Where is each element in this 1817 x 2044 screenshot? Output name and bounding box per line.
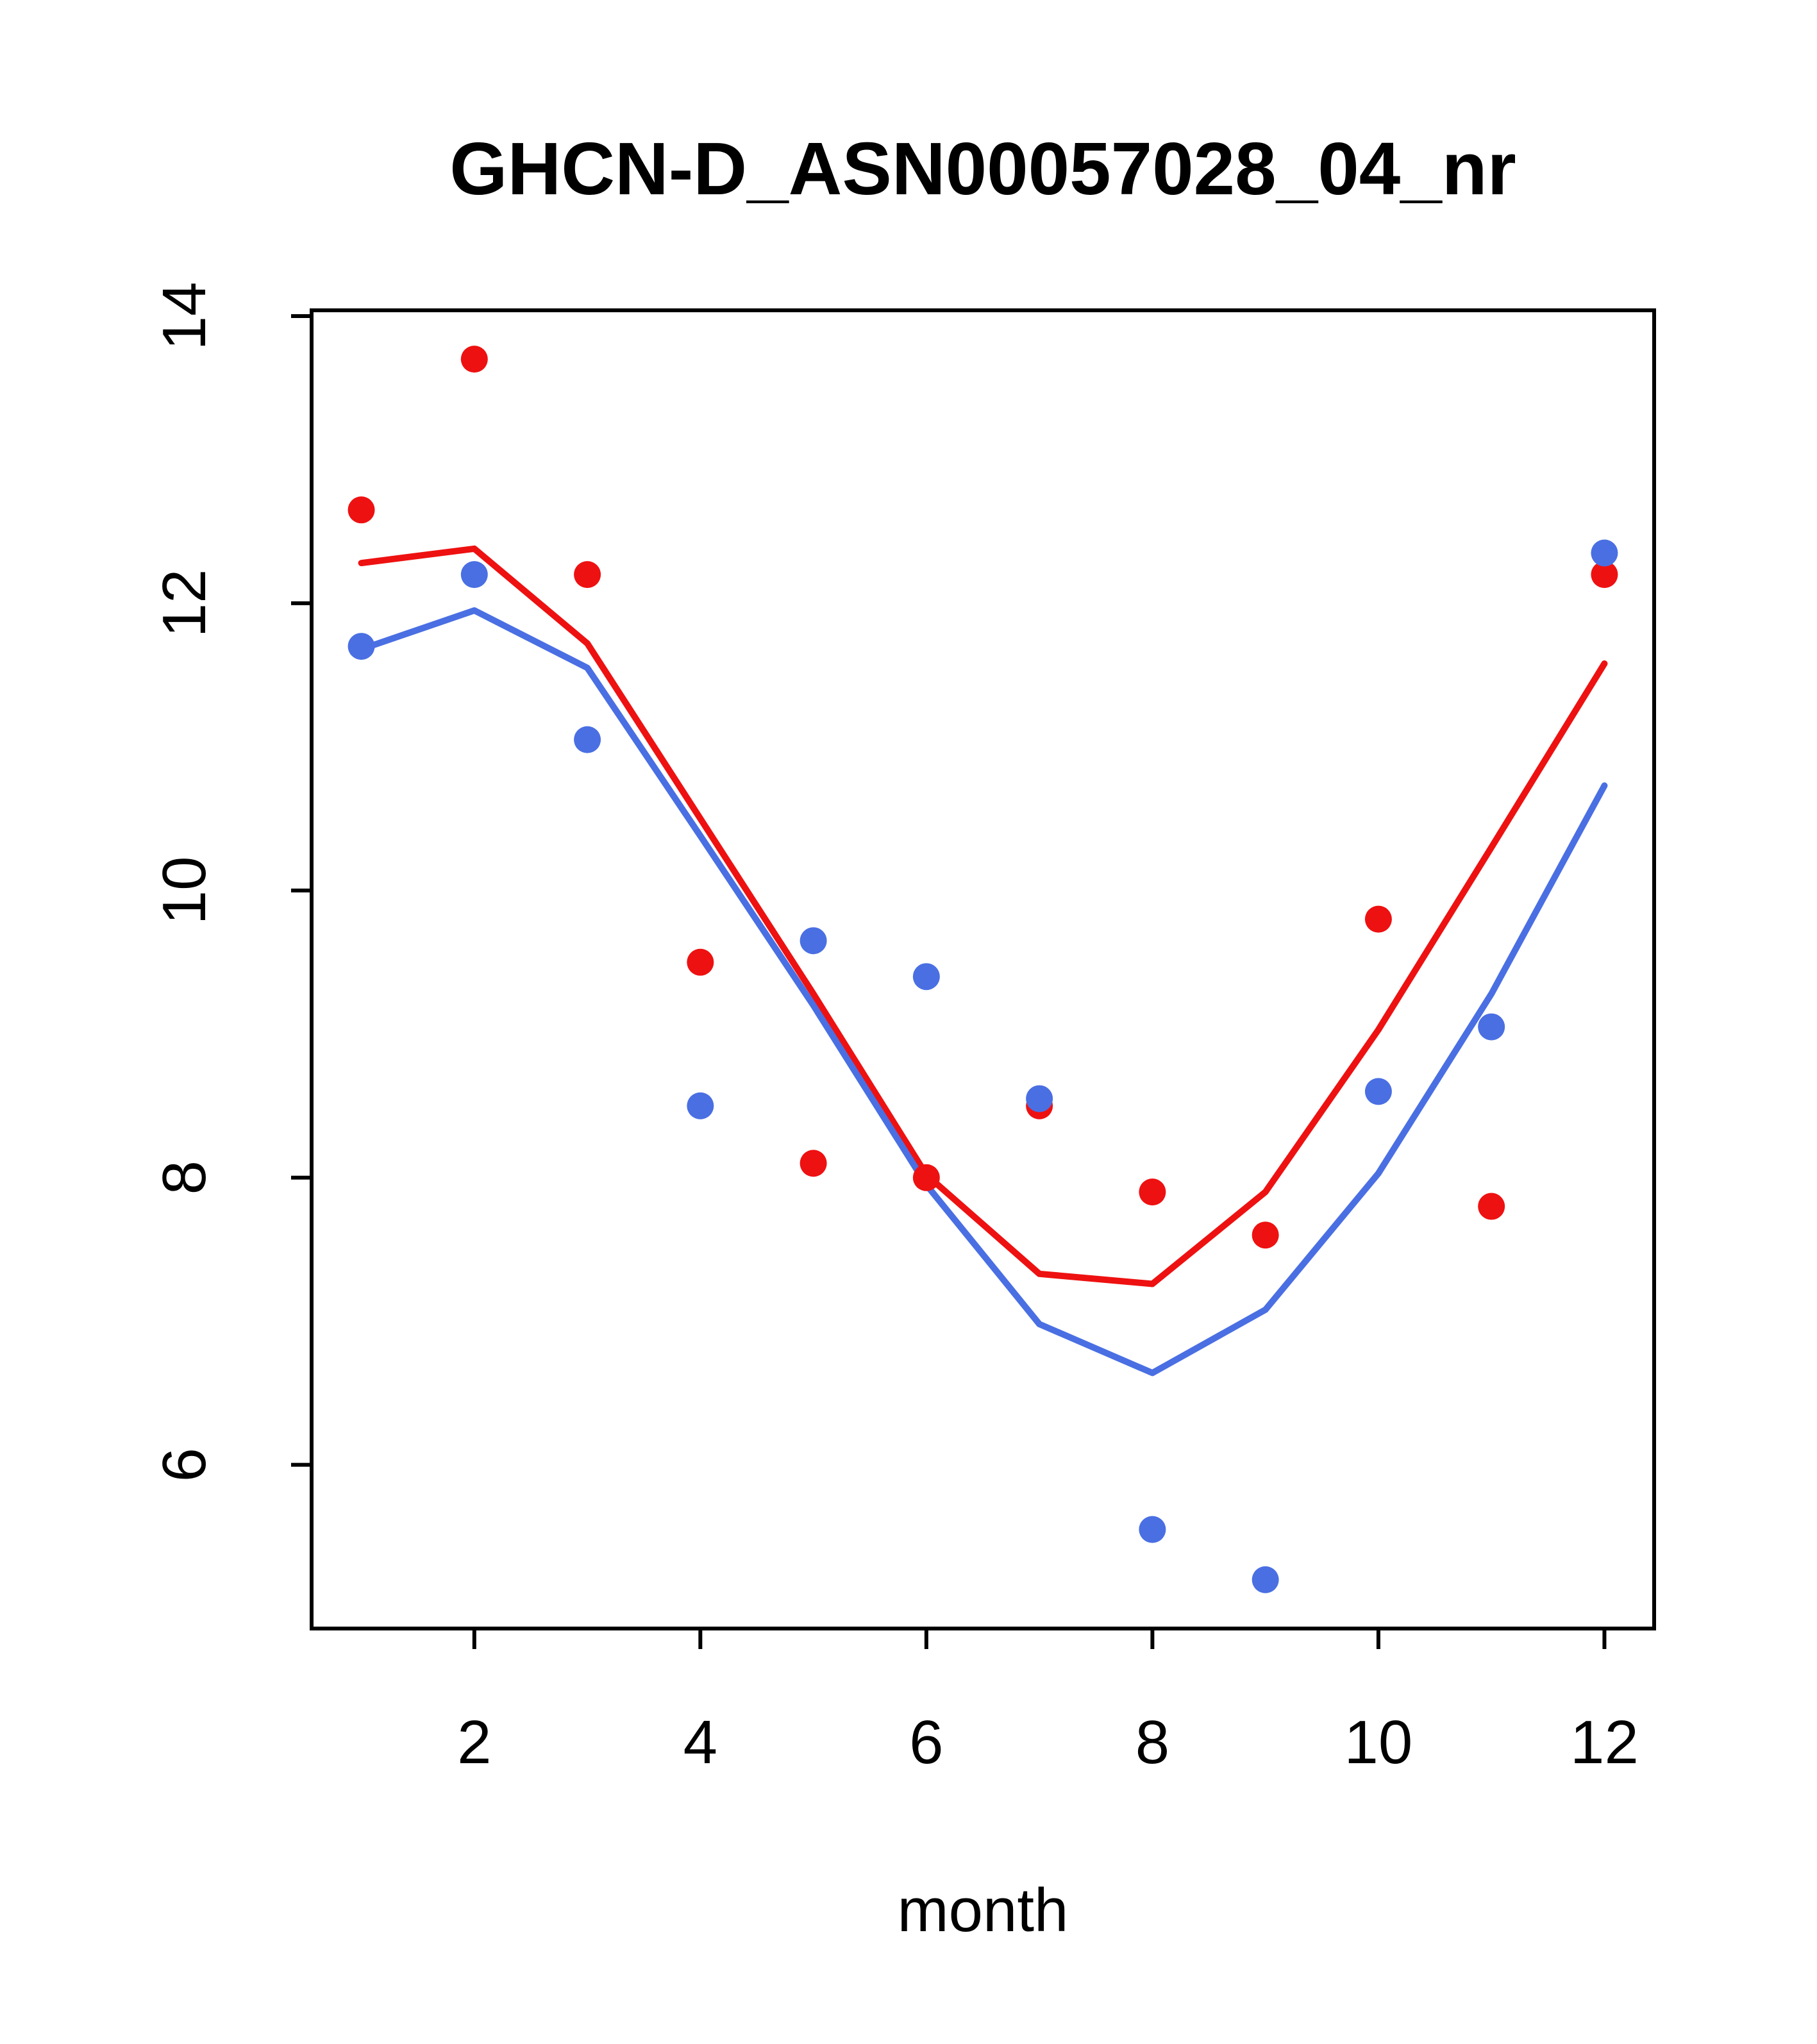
y-tick-label: 6 xyxy=(150,1448,219,1482)
y-tick-label: 10 xyxy=(150,856,219,925)
blue-points-dot xyxy=(1478,1013,1505,1041)
red-points-dot xyxy=(912,1164,940,1191)
blue-points-dot xyxy=(687,1092,714,1119)
plot-box xyxy=(310,308,1656,1630)
x-tick-label: 12 xyxy=(1570,1708,1639,1777)
blue-points-dot xyxy=(912,963,940,991)
chart-title: GHCN-D_ASN00057028_04_nr xyxy=(449,127,1516,210)
y-tick-label: 12 xyxy=(150,569,219,637)
x-tick-label: 2 xyxy=(457,1708,491,1777)
red-points-dot xyxy=(1139,1178,1166,1206)
red-points-dot xyxy=(1591,561,1618,589)
y-tick-label: 14 xyxy=(150,282,219,351)
blue-points-dot xyxy=(1364,1078,1392,1105)
blue-points-dot xyxy=(1139,1516,1166,1543)
red-line xyxy=(358,545,1608,1287)
red-points-dot xyxy=(800,1150,827,1177)
blue-line xyxy=(358,607,1608,1377)
x-tick-label: 4 xyxy=(683,1708,717,1777)
x-axis-label: month xyxy=(897,1876,1069,1945)
x-tick-label: 10 xyxy=(1344,1708,1413,1777)
red-points-dot xyxy=(687,948,714,976)
blue-points-dot xyxy=(1252,1566,1279,1593)
blue-points-dot xyxy=(460,561,488,589)
blue-points-dot xyxy=(1026,1085,1053,1112)
y-tick-label: 8 xyxy=(150,1160,219,1194)
red-points-dot xyxy=(1252,1221,1279,1249)
x-tick-label: 8 xyxy=(1135,1708,1169,1777)
red-points-dot xyxy=(1478,1193,1505,1220)
red-points-dot xyxy=(574,561,601,589)
blue-points-dot xyxy=(347,633,375,660)
red-points-dot xyxy=(347,496,375,524)
x-tick-label: 6 xyxy=(909,1708,943,1777)
red-points-dot xyxy=(1364,905,1392,933)
blue-points-dot xyxy=(1591,539,1618,567)
blue-points-dot xyxy=(800,927,827,955)
red-points-dot xyxy=(460,346,488,373)
blue-points-dot xyxy=(574,726,601,753)
